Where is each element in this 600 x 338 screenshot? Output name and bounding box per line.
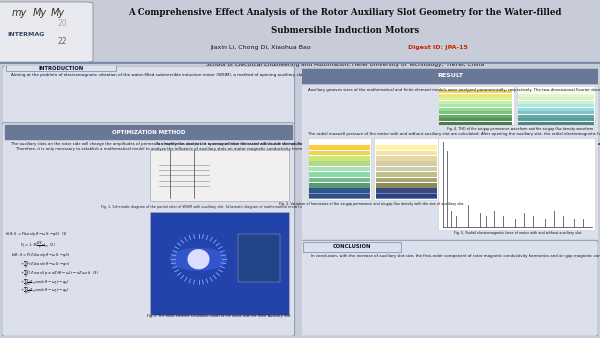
Bar <box>439 94 512 97</box>
Text: $+ \sum_n F_n\Lambda_0\cos(n\theta - \omega_1 t - \varphi_n)$: $+ \sum_n F_n\Lambda_0\cos(n\theta - \om… <box>20 260 70 271</box>
Text: My: My <box>51 8 65 18</box>
Text: Fig. 2. The finite element simulation model of the motor with the Rotor Auxiliar: Fig. 2. The finite element simulation mo… <box>147 314 292 318</box>
Bar <box>309 172 370 177</box>
Text: Digest ID: JPA-15: Digest ID: JPA-15 <box>408 45 468 50</box>
Bar <box>518 101 594 104</box>
Bar <box>518 90 594 93</box>
Bar <box>376 177 437 182</box>
Bar <box>150 212 289 315</box>
Bar <box>439 97 512 100</box>
Text: 22: 22 <box>57 37 67 46</box>
Bar <box>518 108 594 111</box>
FancyBboxPatch shape <box>302 85 598 240</box>
Bar <box>302 69 598 83</box>
Bar <box>376 150 437 155</box>
Text: $F_1 = 1.35\frac{WK_w}{p}I_m$  (2): $F_1 = 1.35\frac{WK_w}{p}I_m$ (2) <box>20 240 56 252</box>
Bar <box>439 118 512 121</box>
Text: $+ \sum_n \frac{F_1}{2}\Lambda_n\cos(n\theta - \omega_1 t - \varphi_n)$: $+ \sum_n \frac{F_1}{2}\Lambda_n\cos(n\t… <box>20 277 69 290</box>
Bar <box>439 108 512 111</box>
Bar <box>518 104 594 107</box>
FancyBboxPatch shape <box>2 66 295 125</box>
Bar <box>517 86 595 125</box>
Text: A Comprehensive Effect Analysis of the Rotor Auxiliary Slot Geometry for the Wat: A Comprehensive Effect Analysis of the R… <box>128 8 562 17</box>
Bar <box>439 111 512 114</box>
FancyBboxPatch shape <box>303 242 401 252</box>
FancyBboxPatch shape <box>2 123 295 336</box>
Bar <box>308 138 371 200</box>
Bar <box>439 115 512 118</box>
Bar <box>438 138 595 230</box>
Text: $+ \sum_n F_1\Lambda_n\cos((p \pm nZ_r)\theta - \omega_1 t - nZ_r\omega_r t)$  (: $+ \sum_n F_1\Lambda_n\cos((p \pm nZ_r)\… <box>20 269 99 280</box>
Text: School of Electrical Engineering and Automation, Hefei University of Technology,: School of Electrical Engineering and Aut… <box>206 62 484 67</box>
Text: $f_s(\theta,t) = F_1\cos(p\theta - \omega_1 t - \varphi_0)$  (1): $f_s(\theta,t) = F_1\cos(p\theta - \omeg… <box>5 230 68 238</box>
Bar <box>439 122 512 125</box>
Bar <box>518 97 594 100</box>
Bar <box>518 118 594 121</box>
Bar <box>376 188 437 199</box>
Text: CONCLUSION: CONCLUSION <box>333 244 371 249</box>
Text: To simplify the analysis, it is assumed that the stator side is not slotted. Squ: To simplify the analysis, it is assumed … <box>155 142 600 146</box>
Bar <box>439 104 512 107</box>
Text: In conclusion, with the increase of auxiliary slot size, the first-order compone: In conclusion, with the increase of auxi… <box>311 254 600 258</box>
Text: $b(\theta,t) = F_1\Lambda_0\cos(p\theta - \omega_1 t - \varphi_0)$: $b(\theta,t) = F_1\Lambda_0\cos(p\theta … <box>11 251 70 259</box>
Text: Submersible Induction Motors: Submersible Induction Motors <box>271 26 419 35</box>
Bar <box>376 156 437 161</box>
Bar <box>0 62 600 64</box>
Text: Fig. 1. Schematic diagram of the partial rotor of WSIM with auxiliary slot. Sche: Fig. 1. Schematic diagram of the partial… <box>101 204 337 209</box>
Bar <box>518 111 594 114</box>
Text: My: My <box>33 8 47 18</box>
Text: OPTIMIZATION METHOD: OPTIMIZATION METHOD <box>112 130 185 135</box>
Bar <box>309 177 370 182</box>
Bar <box>518 115 594 118</box>
Bar <box>376 188 437 193</box>
Text: 20: 20 <box>57 19 67 28</box>
Bar <box>309 145 370 150</box>
Text: Aiming at the problem of electromagnetic vibration of the water-filled submersib: Aiming at the problem of electromagnetic… <box>11 73 570 77</box>
Bar <box>374 138 438 200</box>
Bar <box>376 145 437 150</box>
Text: Fig. 5. Radial electromagnetic force of motor with and without auxiliary slot.: Fig. 5. Radial electromagnetic force of … <box>454 232 583 235</box>
Bar <box>376 167 437 171</box>
FancyBboxPatch shape <box>6 62 116 71</box>
Text: The auxiliary slots on the rotor side will change the amplitudes of permeance ha: The auxiliary slots on the rotor side wi… <box>11 142 600 151</box>
Text: INTERMAG: INTERMAG <box>8 32 45 37</box>
Bar <box>518 94 594 97</box>
Bar <box>309 167 370 171</box>
Bar <box>309 194 370 198</box>
Text: $+ \sum_n \frac{F_1}{2}\Lambda_n\cos(n\theta - \omega_1 t - \varphi_n)$: $+ \sum_n \frac{F_1}{2}\Lambda_n\cos(n\t… <box>20 286 69 298</box>
FancyBboxPatch shape <box>0 2 93 62</box>
Text: Auxiliary grooves sizes of the mathematical and finite element models were analy: Auxiliary grooves sizes of the mathemati… <box>308 88 600 92</box>
Text: Fig. 4. THD of the air-gap permeance waveform and the air-gap flux density wavef: Fig. 4. THD of the air-gap permeance wav… <box>446 127 594 131</box>
Bar <box>309 156 370 161</box>
Text: The radial maxwell pressure of the motor with and without auxiliary slot are cal: The radial maxwell pressure of the motor… <box>308 132 600 136</box>
Bar <box>439 90 512 93</box>
Text: Jiaxin Li, Chong Di, Xiaohua Bao: Jiaxin Li, Chong Di, Xiaohua Bao <box>211 45 311 50</box>
Polygon shape <box>188 250 209 269</box>
Polygon shape <box>170 248 227 270</box>
Bar <box>309 188 370 199</box>
Text: INTRODUCTION: INTRODUCTION <box>38 67 83 71</box>
Bar <box>309 150 370 155</box>
Bar <box>238 234 280 282</box>
Bar <box>5 125 292 139</box>
Bar <box>518 122 594 125</box>
Bar <box>150 150 289 201</box>
Bar <box>439 101 512 104</box>
Bar <box>309 161 370 166</box>
Bar <box>309 183 370 188</box>
Bar <box>376 172 437 177</box>
Text: my: my <box>12 8 27 18</box>
Bar <box>438 86 514 125</box>
Text: Fig. 3. Variation of harmonics of the air-gap permeance and air-gap flux density: Fig. 3. Variation of harmonics of the ai… <box>279 202 464 206</box>
Bar <box>376 194 437 198</box>
Text: RESULT: RESULT <box>437 73 463 78</box>
FancyBboxPatch shape <box>299 240 598 336</box>
Bar <box>376 161 437 166</box>
Bar <box>309 188 370 193</box>
Bar <box>376 183 437 188</box>
